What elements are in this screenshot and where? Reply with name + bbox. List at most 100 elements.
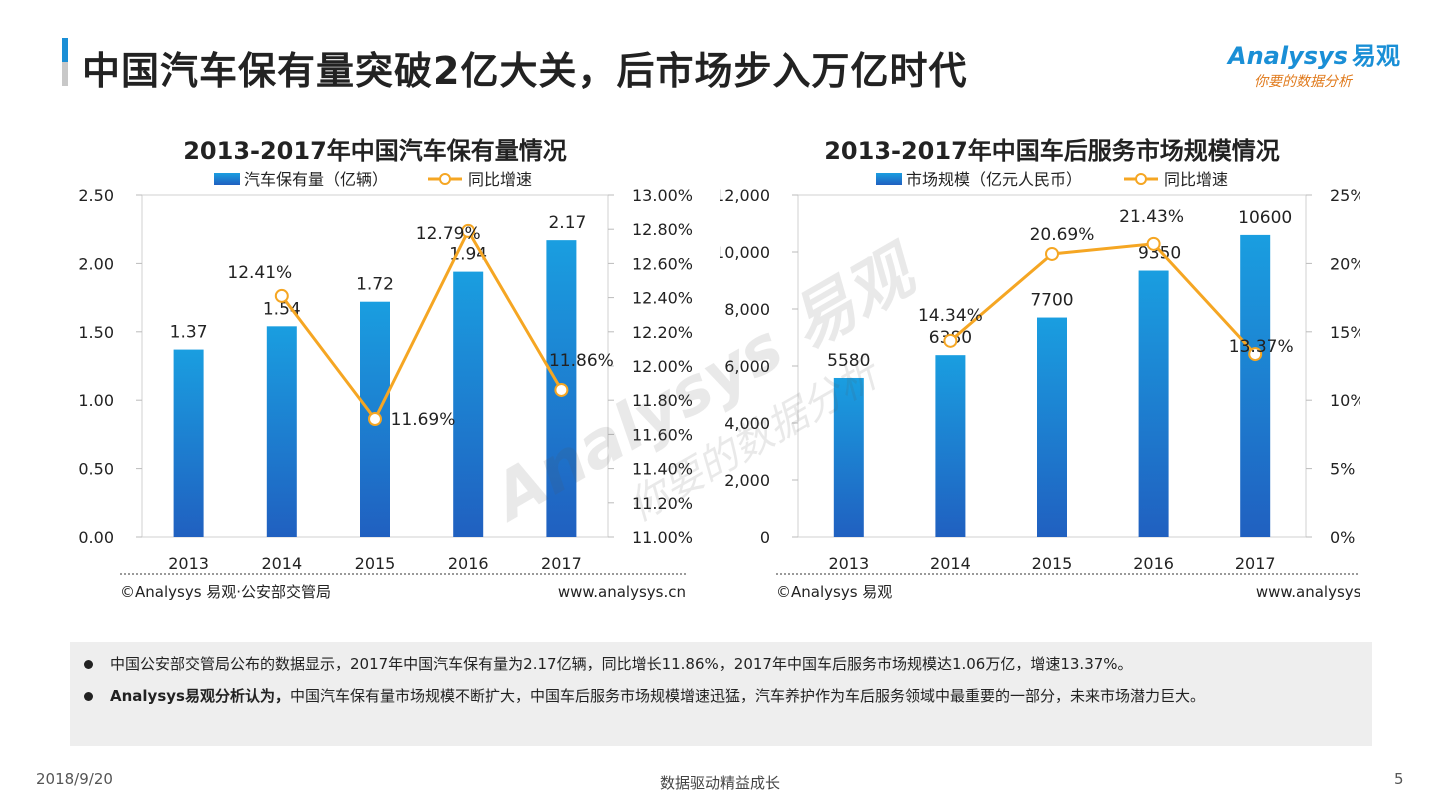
notes-box: 中国公安部交管局公布的数据显示，2017年中国汽车保有量为2.17亿辆，同比增长… [70,642,1372,746]
line-point [1045,246,1059,261]
bar-value-label: 5580 [827,351,870,371]
x-tick-label: 2013 [828,554,869,573]
legend-line-label: 同比增速 [468,170,532,189]
y2-tick-label: 20% [1330,254,1360,273]
y2-tick-label: 11.80% [632,391,693,410]
y2-tick-label: 11.00% [632,528,693,547]
bar [453,271,484,537]
chart-url: www.analysys.cn [1256,583,1360,601]
legend-line-marker [439,173,451,185]
line-value-label: 11.86% [549,351,614,371]
growth-line [280,227,563,422]
logo-slogan: 你要的数据分析 [1254,74,1352,90]
y-tick-label: 0.50 [78,460,114,479]
x-tick-label: 2015 [1032,554,1073,573]
bar [935,355,966,537]
line-value-label: 12.79% [416,224,481,244]
chart-url: www.analysys.cn [558,583,686,601]
y-tick-label: 1.00 [78,391,114,410]
bar [173,349,204,537]
bar [266,326,297,537]
y-tick-label: 10,000 [720,243,770,262]
chart-source: ©Analysys 易观·公安部交管局 [120,583,331,601]
y2-tick-label: 5% [1330,460,1355,479]
bar [1138,270,1169,537]
page-title: 中国汽车保有量突破2亿大关，后市场步入万亿时代 [82,49,968,93]
analysys-logo: Analysys 易观 你要的数据分析 [1228,36,1408,92]
line-value-label: 21.43% [1119,207,1184,227]
line-point [1248,347,1263,362]
legend-bar-label: 汽车保有量（亿辆） [244,170,388,189]
chart-source: ©Analysys 易观 [776,583,892,601]
x-tick-label: 2014 [930,554,971,573]
x-tick-label: 2016 [1133,554,1174,573]
y-tick-label: 1.50 [78,323,114,342]
y2-tick-label: 11.40% [632,460,693,479]
y-tick-label: 4,000 [724,414,770,433]
y2-tick-label: 25% [1330,186,1360,205]
y2-tick-label: 0% [1330,528,1355,547]
bullet-dot-icon [84,660,93,669]
legend-bar-swatch [214,173,240,185]
bar-value-label: 1.72 [356,275,394,295]
line-point [943,333,958,348]
bar-value-label: 2.17 [548,213,586,233]
y-tick-label: 6,000 [724,357,770,376]
y2-tick-label: 12.40% [632,289,693,308]
footer-slogan: 数据驱动精益成长 [659,774,780,792]
y-tick-label: 2.50 [78,186,114,205]
x-tick-label: 2015 [355,554,396,573]
chart-car-ownership: 2013-2017年中国汽车保有量情况汽车保有量（亿辆） 同比增速 0.00 0.50… [60,125,700,619]
y-tick-label: 2,000 [724,471,770,490]
legend-line-marker [1135,173,1147,185]
y-tick-label: 0.00 [78,528,114,547]
note-bullet-1: 中国公安部交管局公布的数据显示，2017年中国汽车保有量为2.17亿辆，同比增长… [84,650,1354,678]
legend-line-label: 同比增速 [1164,170,1228,189]
y-tick-label: 8,000 [724,300,770,319]
chart-aftermarket-scale: 2013-2017年中国车后服务市场规模情况市场规模（亿元人民币） 同比增速 0 2,… [714,125,1384,619]
logo-main-text: Analysys [1228,42,1348,70]
y-tick-label: 2.00 [78,254,114,273]
line-point [274,288,289,303]
bar-value-label: 1.54 [263,299,301,319]
legend-bar-label: 市场规模（亿元人民币） [906,170,1082,189]
line-value-label: 13.37% [1229,337,1294,357]
bullet-dot-icon [84,692,93,701]
logo-cn-text: 易观 [1351,42,1400,70]
bar [1037,317,1067,537]
line-point [554,382,569,397]
note-bullet-2: Analysys易观分析认为，中国汽车保有量市场规模不断扩大，中国车后服务市场规… [84,682,1354,710]
y2-tick-label: 11.60% [632,425,693,444]
footer-date: 2018/9/20 [36,770,113,788]
legend-bar-swatch [876,173,902,185]
note-bullet-2-bold: Analysys易观分析认为， [110,687,290,705]
x-tick-label: 2017 [1235,554,1276,573]
growth-line [949,242,1257,356]
line-value-label: 14.34% [918,306,983,326]
x-tick-label: 2013 [168,554,209,573]
y-tick-label: 0 [760,528,770,547]
bar-value-label: 10600 [1238,208,1292,228]
line-value-label: 20.69% [1030,225,1095,245]
line-value-label: 12.41% [227,263,292,283]
chart-title: 2013-2017年中国汽车保有量情况 [183,137,567,165]
y2-tick-label: 12.80% [632,220,693,239]
y-tick-label: 12,000 [720,186,770,205]
bar [833,377,864,537]
line-point [461,223,476,238]
y2-tick-label: 11.20% [632,494,693,513]
x-tick-label: 2016 [448,554,489,573]
bar-value-label: 1.37 [170,323,208,343]
note-bullet-2-text: 中国汽车保有量市场规模不断扩大，中国车后服务市场规模增速迅猛，汽车养护作为车后服… [289,687,1205,705]
page-number: 5 [1394,770,1404,788]
bar-value-label: 7700 [1030,291,1073,311]
x-tick-label: 2017 [541,554,582,573]
y2-tick-label: 13.00% [632,186,693,205]
y2-tick-label: 12.20% [632,323,693,342]
y2-tick-label: 10% [1330,391,1360,410]
line-value-label: 11.69% [391,410,456,430]
y2-tick-label: 15% [1330,323,1360,342]
chart-title: 2013-2017年中国车后服务市场规模情况 [824,137,1280,165]
